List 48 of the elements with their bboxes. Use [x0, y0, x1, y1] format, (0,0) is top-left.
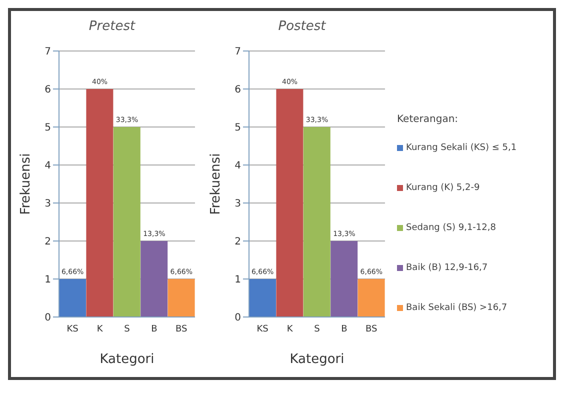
y-tick-label: 5 [44, 122, 51, 134]
text: Baik Sekali (BS) >16,7 [406, 303, 508, 313]
bar [140, 241, 168, 317]
text: Kurang Sekali (KS) ≤ 5,1 [406, 143, 517, 153]
bar [358, 279, 385, 317]
text: Keterangan: [397, 114, 460, 125]
x-tick-label: S [124, 324, 130, 334]
text: Sedang (S) 9,1-12,8 [406, 223, 496, 233]
bar [276, 89, 304, 317]
x-tick-label: KS [256, 324, 269, 334]
x-axis-title: Kategori [290, 352, 344, 367]
text: Kurang (K) 5,2-9 [406, 183, 480, 193]
y-tick-label: 0 [44, 312, 51, 324]
x-tick-label: B [151, 324, 158, 334]
bar [330, 241, 358, 317]
bar [168, 279, 195, 317]
text: Baik (B) 12,9-16,7 [406, 263, 488, 273]
y-tick-label: 7 [44, 46, 51, 58]
y-tick-label: 3 [234, 198, 241, 210]
y-tick-label: 3 [44, 198, 51, 210]
x-tick-label: S [314, 324, 320, 334]
y-tick-label: 7 [234, 46, 241, 58]
x-axis-title: Kategori [100, 352, 154, 367]
x-tick-label: K [286, 324, 294, 334]
y-tick-label: 6 [44, 84, 51, 96]
y-tick-label: 1 [234, 274, 241, 286]
y-tick-label: 2 [44, 236, 51, 248]
y-tick-label: 4 [44, 160, 51, 172]
bar [249, 279, 276, 317]
x-tick-label: KS [66, 324, 79, 334]
x-tick-label: BS [176, 324, 188, 334]
bar [86, 89, 114, 317]
bar [303, 127, 330, 317]
y-tick-label: 2 [234, 236, 241, 248]
y-axis-title: Frekuensi [208, 153, 224, 215]
y-axis-title: Frekuensi [18, 153, 34, 215]
bar [113, 127, 140, 317]
y-tick-label: 4 [234, 160, 241, 172]
y-tick-label: 6 [234, 84, 241, 96]
chart-title: Postest [277, 19, 327, 36]
y-tick-label: 1 [44, 274, 51, 286]
x-tick-label: B [341, 324, 348, 334]
y-tick-label: 0 [234, 312, 241, 324]
x-tick-label: K [96, 324, 104, 334]
chart-title: Pretest [88, 19, 136, 36]
x-tick-label: BS [366, 324, 378, 334]
bar [59, 279, 86, 317]
y-tick-label: 5 [234, 122, 241, 134]
